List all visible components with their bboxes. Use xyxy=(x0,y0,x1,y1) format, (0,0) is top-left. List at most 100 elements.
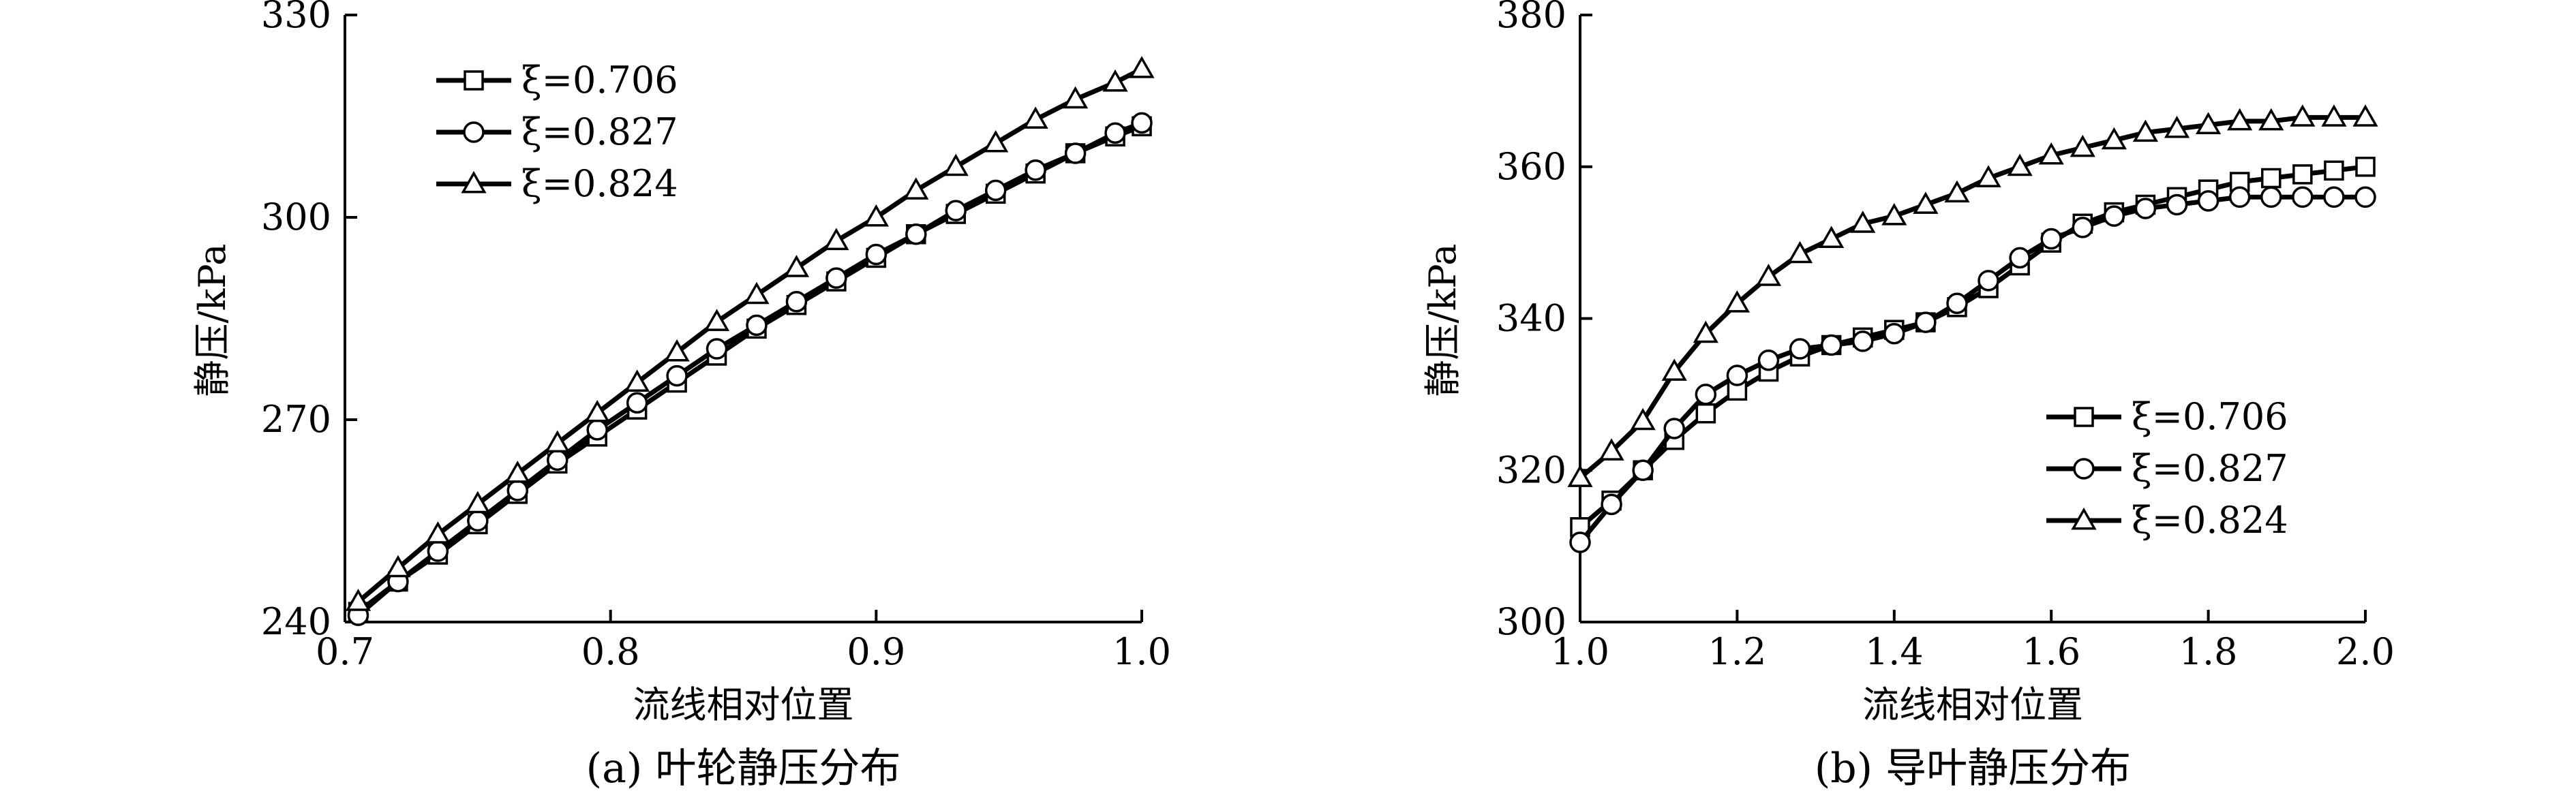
data-point-circle-b xyxy=(2040,228,2062,250)
series-circle-a xyxy=(347,112,1153,626)
data-point-circle-b xyxy=(2072,217,2094,238)
legend-marker-triangle-a xyxy=(461,170,487,193)
legend-marker-circle-b xyxy=(2073,458,2095,480)
data-point-triangle-b xyxy=(2070,134,2095,157)
data-point-triangle-b xyxy=(1755,264,1782,286)
data-point-triangle-a xyxy=(903,177,929,200)
legend-label-a: ξ=0.706 xyxy=(521,59,678,102)
data-point-triangle-a xyxy=(664,339,690,362)
data-point-circle-a xyxy=(666,365,688,387)
data-point-circle-b xyxy=(2009,247,2031,269)
data-point-circle-a xyxy=(1131,112,1153,134)
data-point-circle-a xyxy=(785,291,808,313)
data-point-triangle-b xyxy=(1913,191,1939,214)
series-line-square-a xyxy=(357,124,1143,614)
data-point-circle-b xyxy=(1663,418,1685,439)
legend-marker-triangle-b xyxy=(2071,507,2097,530)
data-point-triangle-b xyxy=(1661,358,1687,381)
data-point-circle-b xyxy=(1851,330,1874,352)
data-point-triangle-b xyxy=(2258,108,2284,131)
data-point-triangle-b xyxy=(1819,226,1845,249)
x-tick-label-b: 2.0 xyxy=(2336,630,2395,673)
data-point-circle-b xyxy=(1978,270,1999,292)
x-tick-label-a: 0.7 xyxy=(316,630,374,673)
data-point-circle-b xyxy=(2134,198,2157,219)
data-point-circle-b xyxy=(2166,193,2188,216)
data-point-circle-a xyxy=(546,449,569,471)
legend-entry-circle-b: ξ=0.827 xyxy=(2046,447,2288,490)
x-tick-label-a: 1.0 xyxy=(1112,630,1171,673)
data-point-triangle-a xyxy=(1129,56,1155,78)
x-tick-label-b: 1.6 xyxy=(2022,630,2080,673)
data-point-triangle-b xyxy=(2227,108,2253,131)
data-point-circle-a xyxy=(1104,122,1126,144)
data-point-circle-b xyxy=(2260,186,2282,208)
data-point-triangle-a xyxy=(345,589,372,611)
data-point-triangle-b xyxy=(1567,465,1593,487)
data-point-triangle-b xyxy=(2132,119,2159,142)
legend-label-b: ξ=0.706 xyxy=(2132,395,2288,438)
series-line-circle-a xyxy=(357,121,1143,617)
data-point-circle-a xyxy=(467,510,489,532)
data-point-triangle-a xyxy=(983,129,1009,153)
legend-marker-square-a xyxy=(464,70,484,91)
data-point-triangle-a xyxy=(1062,86,1089,109)
chart-panel-b: 1.0 1.2 1.4 1.6 1.8 2.0 300 320 340 360 380 流线相对位置 静… xyxy=(1421,0,2395,792)
data-point-triangle-b xyxy=(1881,203,1907,226)
data-point-circle-a xyxy=(945,200,967,221)
data-point-triangle-b xyxy=(1693,320,1718,343)
x-axis-title-b: 流线相对位置 xyxy=(1862,683,2083,726)
legend-label-a: ξ=0.824 xyxy=(521,162,678,205)
chart-panel-a: 0.7 0.8 0.9 1.0 240 270 300 330 流线相对位置 静压/kPa (a) … xyxy=(191,0,1171,792)
data-point-circle-a xyxy=(865,243,888,266)
data-point-triangle-a xyxy=(584,399,610,422)
data-point-circle-b xyxy=(1569,531,1591,553)
data-point-circle-b xyxy=(2197,190,2219,212)
x-tick-label-b: 1.0 xyxy=(1551,630,1609,673)
data-point-circle-a xyxy=(746,314,768,337)
data-point-circle-b xyxy=(1820,334,1843,356)
data-point-triangle-b xyxy=(1850,211,1876,233)
data-point-circle-a xyxy=(1064,142,1087,164)
data-point-circle-a xyxy=(506,480,529,501)
data-point-circle-b xyxy=(2323,186,2345,208)
data-point-triangle-b xyxy=(1630,407,1656,431)
data-point-triangle-a xyxy=(425,521,451,544)
x-tick-label-b: 1.2 xyxy=(1708,630,1766,673)
y-tick-label-b: 300 xyxy=(1496,600,1566,643)
data-point-circle-b xyxy=(1695,384,1717,405)
data-point-triangle-a xyxy=(1102,69,1128,92)
data-point-triangle-b xyxy=(2164,115,2190,138)
data-point-square-b xyxy=(2292,164,2313,185)
data-point-circle-b xyxy=(1726,365,1748,386)
data-point-triangle-a xyxy=(783,255,810,277)
data-point-circle-a xyxy=(825,267,847,289)
y-tick-label-a: 240 xyxy=(261,600,331,643)
data-point-circle-a xyxy=(1025,159,1046,181)
y-tick-label-b: 380 xyxy=(1496,0,1566,36)
data-point-triangle-a xyxy=(863,204,889,227)
data-point-triangle-b xyxy=(2290,104,2316,127)
data-point-circle-b xyxy=(1789,338,1811,360)
x-tick-label-a: 0.9 xyxy=(847,630,905,673)
series-triangle-b xyxy=(1567,104,2378,487)
data-point-triangle-b xyxy=(2321,104,2347,127)
data-point-circle-b xyxy=(2354,186,2376,208)
data-point-triangle-a xyxy=(465,491,491,514)
data-point-circle-b xyxy=(1757,350,1780,371)
data-point-triangle-a xyxy=(823,228,849,251)
legend-label-b: ξ=0.827 xyxy=(2132,447,2288,490)
legend-entry-triangle-b: ξ=0.824 xyxy=(2046,499,2288,542)
data-point-square-b xyxy=(1695,403,1716,424)
data-point-circle-b xyxy=(2228,186,2251,208)
data-point-circle-a xyxy=(984,179,1007,202)
y-axis-title-b: 静压/kPa xyxy=(1421,243,1464,397)
legend-marker-square-b xyxy=(2074,407,2094,427)
data-point-circle-b xyxy=(1915,311,1937,333)
y-tick-label-b: 320 xyxy=(1496,448,1566,491)
data-point-triangle-a xyxy=(943,153,969,176)
legend-entry-square-b: ξ=0.706 xyxy=(2046,395,2288,438)
data-point-square-b xyxy=(2261,168,2282,189)
y-tick-label-a: 330 xyxy=(261,0,331,36)
